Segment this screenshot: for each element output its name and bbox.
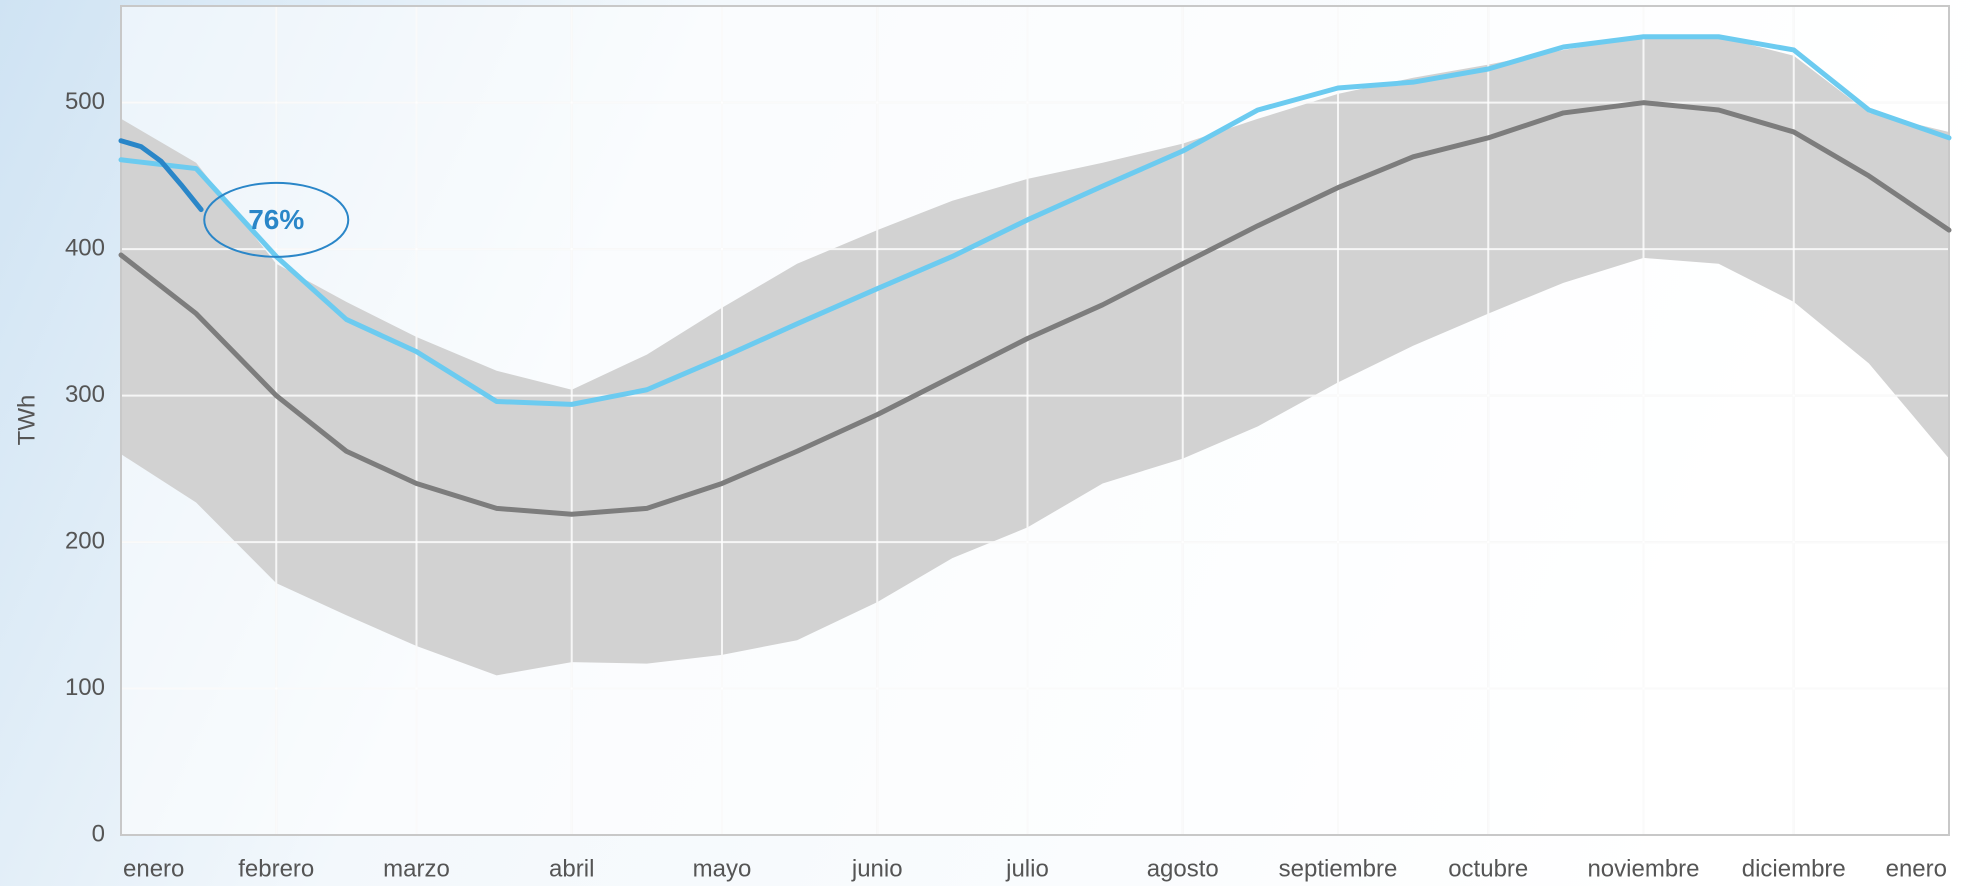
y-tick-label: 0	[92, 820, 105, 847]
x-tick-label: diciembre	[1742, 855, 1846, 882]
y-axis-label: TWh	[13, 395, 40, 446]
x-tick-label: febrero	[238, 855, 314, 882]
x-tick-label: noviembre	[1587, 855, 1699, 882]
x-tick-label: junio	[851, 855, 903, 882]
x-tick-label: marzo	[383, 855, 450, 882]
annotation-ellipse	[203, 181, 350, 258]
x-tick-label: octubre	[1448, 855, 1528, 882]
series-line	[118, 34, 1952, 407]
x-tick-label: abril	[549, 855, 594, 882]
annotation-text: 76%	[248, 204, 304, 235]
y-tick-label: 500	[65, 88, 105, 115]
x-tick-label: septiembre	[1279, 855, 1398, 882]
x-tick-label: enero	[123, 855, 184, 882]
plot-border	[120, 5, 1950, 836]
series-line	[118, 138, 204, 213]
y-tick-label: 300	[65, 381, 105, 408]
y-tick-label: 400	[65, 234, 105, 261]
series-line	[118, 100, 1952, 517]
x-tick-label: agosto	[1147, 855, 1219, 882]
x-tick-label: julio	[1005, 855, 1049, 882]
y-tick-label: 100	[65, 674, 105, 701]
x-tick-label: enero	[1886, 855, 1947, 882]
y-tick-label: 200	[65, 527, 105, 554]
x-tick-label: mayo	[693, 855, 752, 882]
